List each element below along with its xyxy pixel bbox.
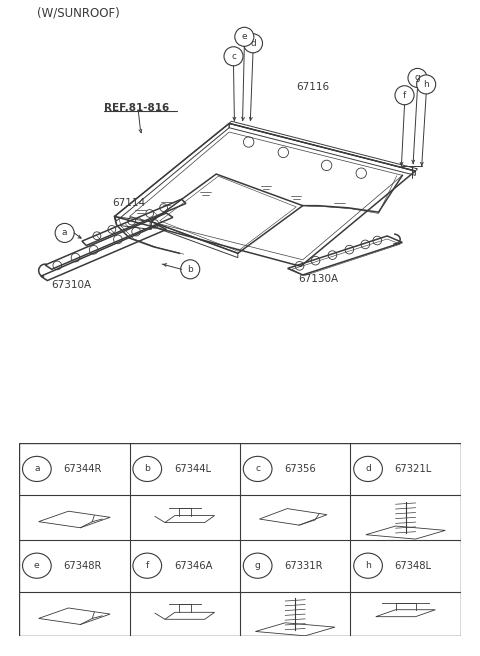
Circle shape	[55, 224, 74, 243]
Circle shape	[224, 47, 243, 66]
Text: 67348L: 67348L	[395, 561, 432, 571]
Ellipse shape	[133, 553, 162, 579]
Ellipse shape	[23, 457, 51, 482]
Text: 67116: 67116	[296, 81, 329, 92]
Text: 67348R: 67348R	[63, 561, 102, 571]
Text: 67344R: 67344R	[63, 464, 102, 474]
Text: 67130A: 67130A	[299, 274, 338, 284]
Ellipse shape	[243, 457, 272, 482]
Text: g: g	[255, 561, 261, 570]
Ellipse shape	[354, 553, 383, 579]
Ellipse shape	[23, 553, 51, 579]
Text: 67331R: 67331R	[284, 561, 323, 571]
Text: b: b	[144, 464, 150, 474]
Ellipse shape	[354, 457, 383, 482]
Text: e: e	[34, 561, 40, 570]
Text: 67321L: 67321L	[395, 464, 432, 474]
Text: 67356: 67356	[284, 464, 316, 474]
Circle shape	[243, 33, 263, 53]
Text: a: a	[34, 464, 40, 474]
Circle shape	[180, 260, 200, 279]
Text: f: f	[145, 561, 149, 570]
Text: 67310A: 67310A	[52, 280, 92, 290]
Ellipse shape	[243, 553, 272, 579]
Text: c: c	[231, 52, 236, 61]
Circle shape	[417, 75, 436, 94]
Text: (W/SUNROOF): (W/SUNROOF)	[36, 7, 119, 20]
Text: b: b	[187, 265, 193, 274]
Text: f: f	[403, 91, 406, 100]
Text: d: d	[365, 464, 371, 474]
Ellipse shape	[133, 457, 162, 482]
Text: d: d	[250, 39, 256, 48]
Text: h: h	[365, 561, 371, 570]
Text: 67346A: 67346A	[174, 561, 212, 571]
Text: c: c	[255, 464, 260, 474]
Text: a: a	[62, 228, 67, 237]
Circle shape	[395, 86, 414, 105]
Text: e: e	[241, 32, 247, 41]
Text: REF.81-816: REF.81-816	[104, 103, 169, 113]
Circle shape	[408, 68, 427, 87]
Text: 67344L: 67344L	[174, 464, 211, 474]
Text: 67114: 67114	[112, 199, 145, 209]
Text: h: h	[423, 80, 429, 89]
Circle shape	[235, 28, 254, 47]
Text: g: g	[415, 73, 420, 83]
